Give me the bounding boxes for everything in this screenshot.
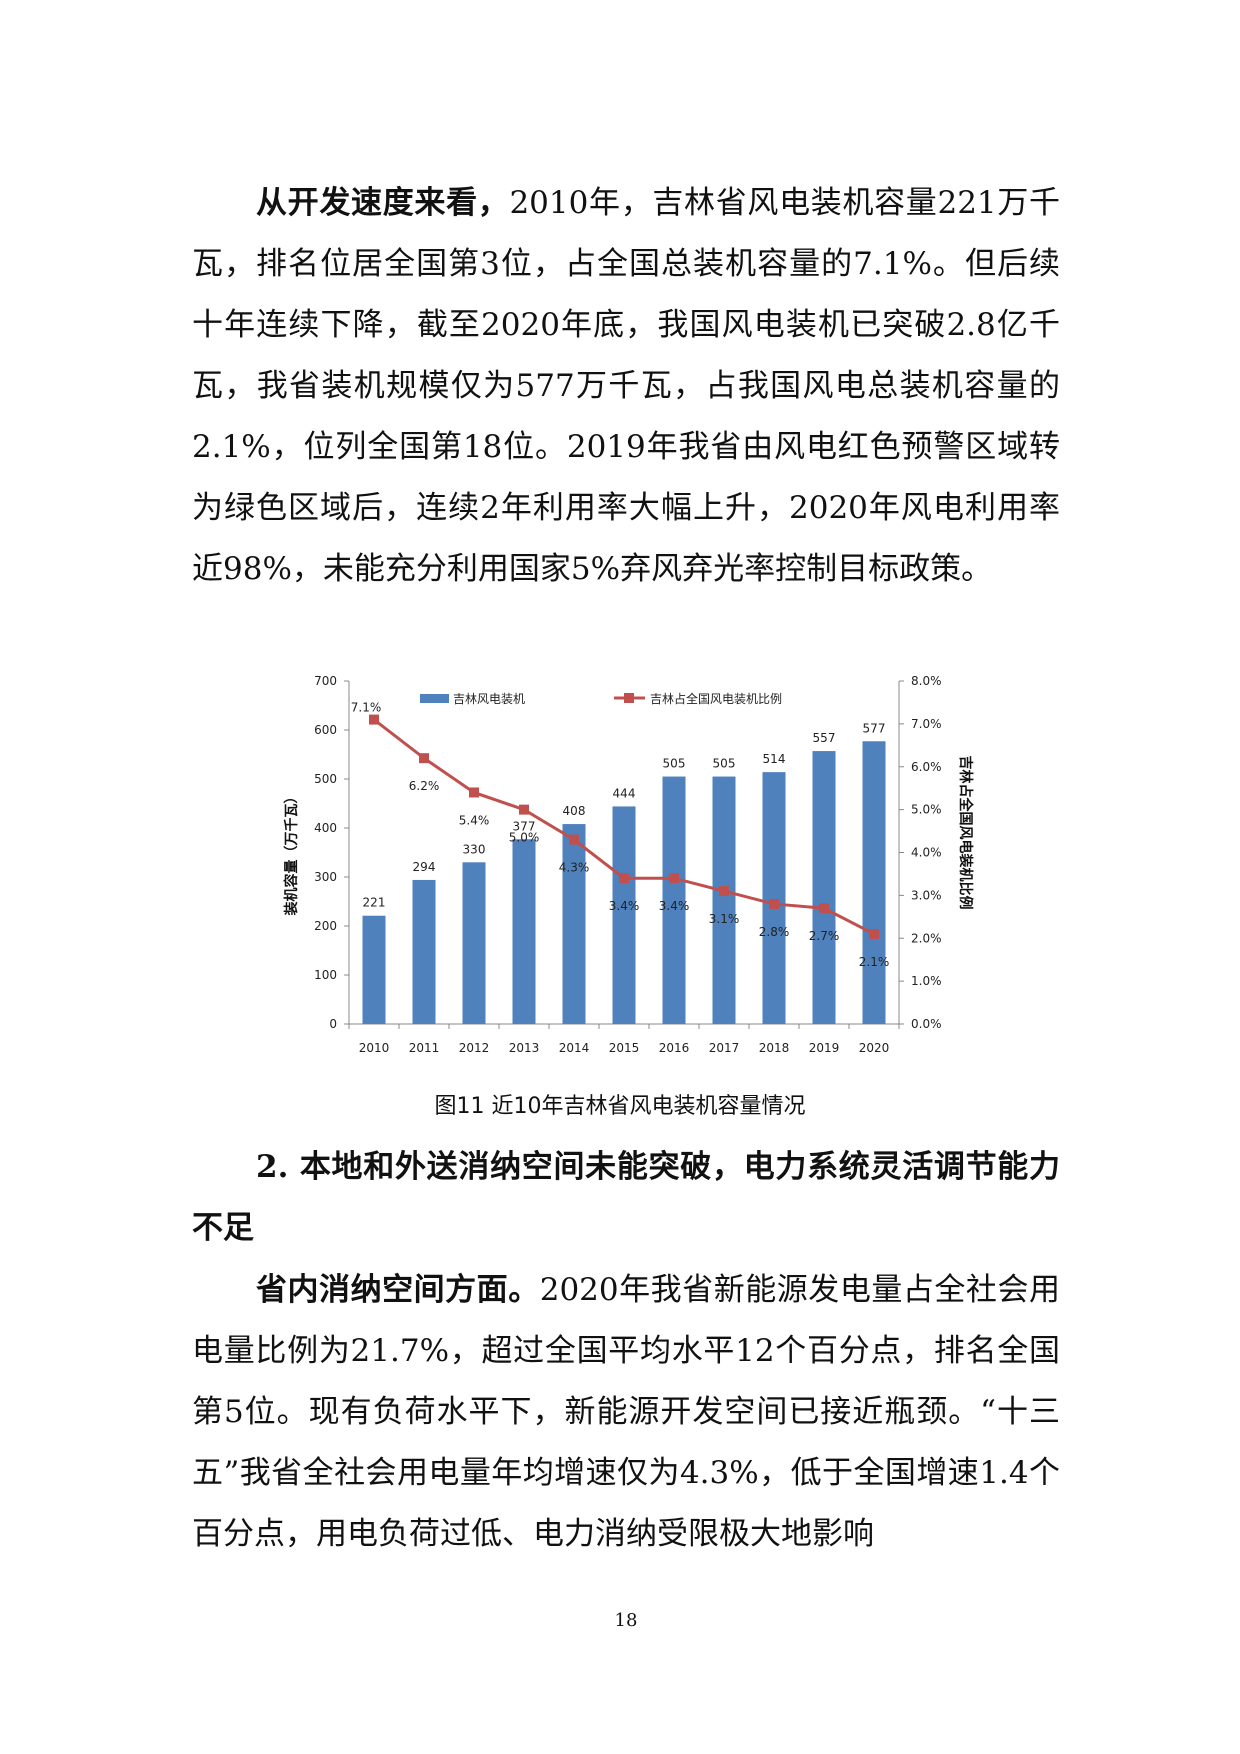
bar-data-label: 408: [563, 804, 586, 818]
bar: [812, 751, 836, 1024]
bar-data-label: 330: [463, 842, 486, 856]
ratio-data-label: 2.8%: [759, 925, 790, 939]
x-tick-label: 2017: [709, 1041, 740, 1055]
paragraph-text: 2020年我省新能源发电量占全社会用电量比例为21.7%，超过全国平均水平12个…: [192, 1272, 1060, 1552]
ratio-marker: [869, 928, 879, 939]
bar-data-label: 557: [813, 731, 836, 745]
legend-bar-label: 吉林风电装机: [453, 692, 525, 706]
legend-bar-swatch: [420, 694, 449, 703]
left-tick-label: 200: [314, 919, 337, 933]
bar: [362, 915, 386, 1024]
left-axis-title: 装机容量（万千瓦）: [283, 790, 300, 917]
x-tick-label: 2016: [659, 1041, 690, 1055]
bar-data-label: 377: [513, 819, 536, 833]
bar-data-label: 514: [763, 752, 786, 766]
paragraph-lead: 省内消纳空间方面。: [256, 1272, 540, 1308]
right-tick-label: 1.0%: [911, 974, 942, 988]
right-tick-label: 6.0%: [911, 760, 942, 774]
x-tick-label: 2012: [459, 1041, 490, 1055]
ratio-data-label: 2.1%: [859, 955, 890, 969]
right-tick-label: 0.0%: [911, 1017, 942, 1031]
ratio-data-label: 3.4%: [659, 899, 690, 913]
right-axis-title: 吉林占全国风电装机比例: [957, 756, 974, 910]
x-tick-label: 2014: [559, 1041, 590, 1055]
bar: [512, 839, 536, 1024]
ratio-data-label: 5.0%: [509, 831, 540, 845]
left-tick-label: 0: [329, 1017, 337, 1031]
x-tick-label: 2019: [809, 1041, 840, 1055]
legend-line-marker: [624, 693, 634, 703]
left-tick-label: 600: [314, 723, 337, 737]
x-tick-label: 2015: [609, 1041, 640, 1055]
bar: [562, 824, 586, 1024]
ratio-marker: [819, 903, 829, 914]
wind-capacity-chart: 0 100 200 300 400 500 600 700 0.0% 1.0% 2.0% 3.0% 4.…: [283, 674, 974, 1055]
right-tick-label: 2.0%: [911, 931, 942, 945]
section-heading: 2. 本地和外送消纳空间未能突破，电力系统灵活调节能力不足: [192, 1149, 1060, 1246]
bar-data-label: 505: [713, 757, 736, 771]
bar-data-label: 505: [663, 757, 686, 771]
figure-caption: 图11 近10年吉林省风电装机容量情况: [434, 1094, 806, 1119]
bar: [412, 879, 436, 1024]
ratio-marker: [419, 753, 429, 764]
paragraph-text: 2010年，吉林省风电装机容量221万千瓦，排名位居全国第3位，占全国总装机容量…: [192, 185, 1061, 587]
ratio-marker: [619, 873, 629, 884]
bar: [862, 741, 886, 1024]
right-tick-label: 8.0%: [911, 674, 942, 688]
right-tick-label: 4.0%: [911, 846, 942, 860]
ratio-marker: [769, 898, 779, 909]
ratio-data-label: 3.4%: [609, 899, 640, 913]
bar: [762, 772, 786, 1024]
x-tick-label: 2010: [359, 1041, 390, 1055]
bar-data-label: 444: [613, 786, 636, 800]
ratio-marker: [369, 714, 379, 725]
left-tick-label: 300: [314, 870, 337, 884]
bar-data-label: 577: [863, 721, 886, 735]
bar-data-label: 294: [413, 860, 436, 874]
ratio-data-label: 6.2%: [409, 779, 440, 793]
bar: [662, 776, 686, 1024]
ratio-data-label: 5.4%: [459, 813, 490, 827]
ratio-data-label: 2.7%: [809, 929, 840, 943]
x-tick-label: 2011: [409, 1041, 440, 1055]
ratio-marker: [669, 873, 679, 884]
ratio-marker: [569, 834, 579, 845]
bar-data-label: 221: [363, 896, 386, 910]
x-tick-label: 2013: [509, 1041, 540, 1055]
right-tick-label: 5.0%: [911, 803, 942, 817]
paragraph-wind-development: 从开发速度来看，2010年，吉林省风电装机容量221万千瓦，排名位居全国第3位，…: [192, 173, 1060, 600]
ratio-marker: [469, 787, 479, 798]
ratio-data-label: 7.1%: [351, 701, 382, 715]
left-tick-label: 400: [314, 821, 337, 835]
bar: [712, 776, 736, 1024]
left-tick-label: 500: [314, 772, 337, 786]
x-tick-label: 2020: [859, 1041, 890, 1055]
legend-line-label: 吉林占全国风电装机比例: [650, 691, 782, 706]
paragraph-consumption: 省内消纳空间方面。2020年我省新能源发电量占全社会用电量比例为21.7%，超过…: [192, 1260, 1060, 1565]
right-tick-label: 7.0%: [911, 717, 942, 731]
ratio-marker: [719, 886, 729, 897]
ratio-data-label: 4.3%: [559, 861, 590, 875]
left-tick-label: 700: [314, 674, 337, 688]
bar: [462, 862, 486, 1024]
x-tick-label: 2018: [759, 1041, 790, 1055]
page-number: 18: [614, 1610, 638, 1631]
right-tick-label: 3.0%: [911, 888, 942, 902]
left-tick-label: 100: [314, 968, 337, 982]
ratio-marker: [519, 804, 529, 815]
bar: [612, 806, 636, 1024]
ratio-data-label: 3.1%: [709, 912, 740, 926]
paragraph-lead: 从开发速度来看，: [256, 185, 510, 221]
